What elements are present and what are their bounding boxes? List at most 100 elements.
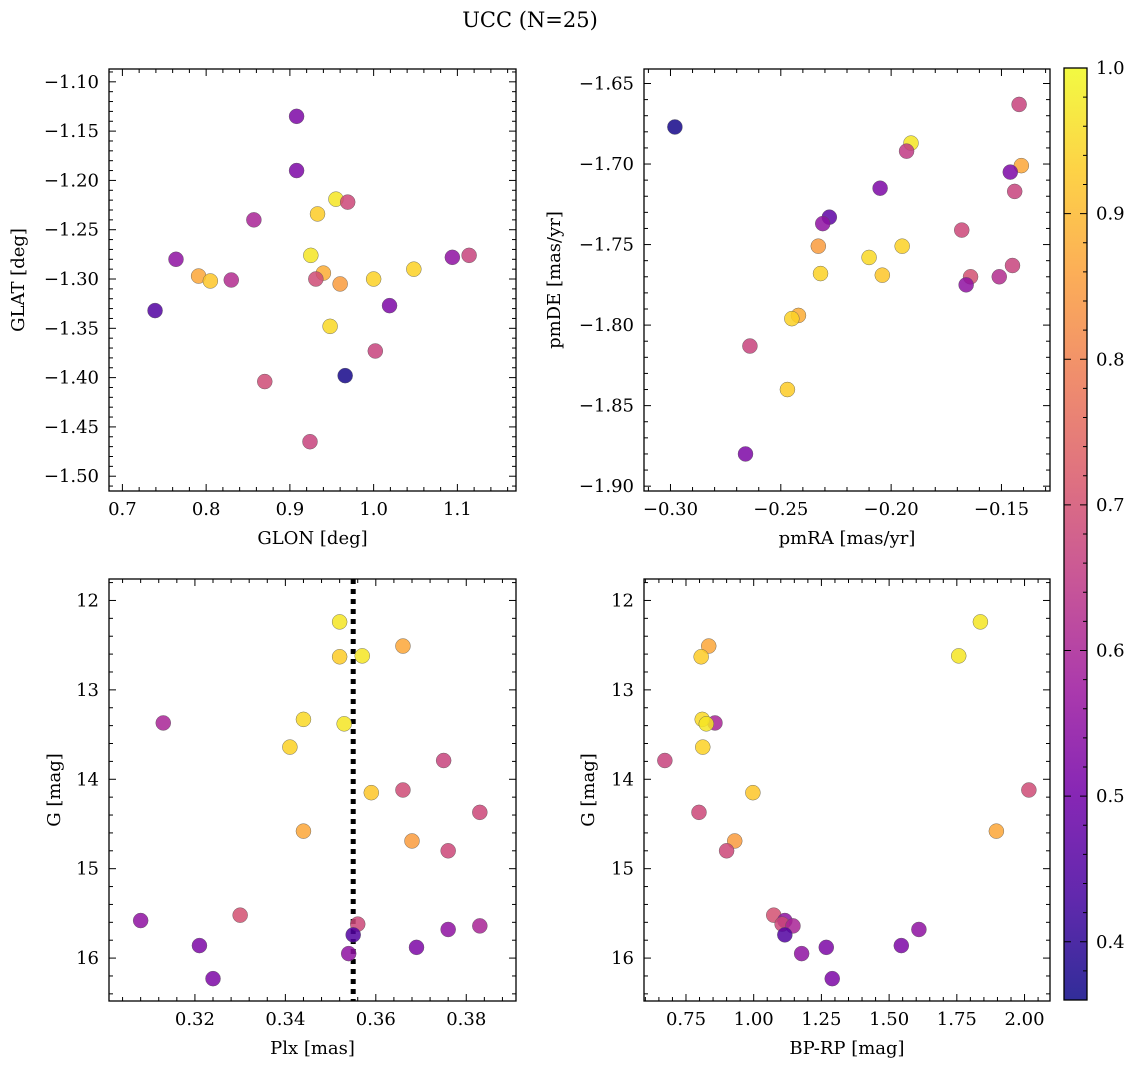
plot-frame: [643, 578, 1051, 1002]
y-tick-label: 16: [76, 948, 99, 969]
scatter-point: [815, 215, 831, 232]
scatter-point: [461, 247, 477, 264]
plot-frame: [108, 578, 517, 1002]
scatter-point: [737, 446, 754, 462]
y-tick-label: −1.50: [44, 466, 99, 487]
scatter-point: [657, 752, 673, 769]
y-tick-label: −1.65: [579, 73, 634, 94]
scatter-point: [745, 784, 761, 801]
scatter-point: [894, 238, 910, 254]
y-tick-label: −1.35: [44, 318, 99, 339]
colorbar-frame: [1063, 67, 1088, 1001]
scatter-point: [223, 272, 239, 288]
y-tick-label: −1.25: [44, 220, 99, 241]
scatter-point: [332, 276, 348, 292]
scatter-point: [667, 119, 683, 135]
panel-4: 0.75 1.00 1.25 1.50 1.75 2.00 12 13 14 15 16 BP-RP …: [578, 578, 1051, 1059]
x-tick-label: 0.7: [108, 499, 137, 520]
scatter-point: [395, 638, 411, 654]
scatter-point: [793, 945, 810, 962]
scatter-points: [147, 108, 477, 450]
y-tick-label: −1.75: [579, 235, 634, 256]
figure-title: UCC (N=25): [462, 8, 598, 32]
scatter-point: [911, 921, 927, 938]
scatter-point: [363, 784, 379, 801]
scatter-point: [337, 367, 353, 384]
x-tick-label: 0.34: [265, 1009, 305, 1030]
x-axis-label: Plx [mas]: [270, 1038, 355, 1059]
panel-3: 0.32 0.34 0.36 0.38 12 13 14 15 16 Plx [mas] G [ma…: [44, 578, 517, 1059]
y-tick-label: 15: [76, 859, 99, 880]
x-tick-label: −0.30: [643, 499, 698, 520]
scatter-point: [322, 318, 338, 335]
scatter-point: [345, 927, 361, 943]
scatter-point: [861, 249, 877, 266]
scatter-point: [784, 310, 800, 327]
scatter-point: [742, 338, 758, 354]
scatter-point: [202, 273, 219, 289]
scatter-point: [691, 804, 707, 821]
x-tick-label: 0.36: [356, 1009, 396, 1030]
scatter-point: [331, 614, 348, 630]
y-tick-label: 16: [611, 948, 634, 969]
scatter-point: [777, 927, 793, 943]
scatter-point: [718, 843, 735, 859]
scatter-point: [155, 715, 171, 731]
x-tick-label: −0.25: [753, 499, 808, 520]
scatter-point: [958, 277, 974, 293]
scatter-point: [440, 843, 456, 859]
y-axis-label: GLAT [deg]: [8, 228, 29, 332]
x-tick-label: 0.38: [446, 1009, 486, 1030]
scatter-point: [331, 649, 348, 665]
y-tick-label: 13: [76, 680, 99, 701]
x-tick-label: 1.0: [359, 499, 388, 520]
x-tick-label: 1.75: [937, 1009, 977, 1030]
colorbar-gradient: [1064, 68, 1087, 1000]
scatter-point: [288, 108, 305, 125]
scatter-point: [340, 945, 357, 962]
panel-1: 0.7 0.8 0.9 1.0 1.1 −1.50 −1.45 −1.40 −1.35 −1.30…: [8, 68, 517, 549]
scatter-point: [898, 143, 915, 159]
y-tick-label: 13: [611, 680, 634, 701]
colorbar-tick-label: 0.6: [1096, 641, 1125, 662]
scatter-point: [205, 970, 221, 987]
colorbar-tick-label: 0.7: [1096, 495, 1125, 516]
scatter-point: [309, 206, 326, 222]
colorbar-tick-label: 0.9: [1096, 204, 1125, 225]
scatter-point: [954, 222, 970, 238]
y-tick-label: 15: [611, 859, 634, 880]
scatter-point: [295, 711, 312, 728]
y-tick-label: −1.15: [44, 121, 99, 142]
scatter-point: [695, 739, 711, 755]
scatter-point: [395, 782, 411, 798]
scatter-point: [872, 180, 888, 196]
scatter-point: [951, 648, 967, 664]
plot-frame: [643, 68, 1051, 492]
x-tick-label: 0.8: [192, 499, 221, 520]
scatter-point: [693, 649, 709, 665]
scatter-point: [1011, 96, 1027, 113]
scatter-point: [232, 907, 248, 923]
scatter-point: [824, 970, 840, 987]
scatter-point: [295, 823, 312, 839]
colorbar-tick-label: 0.8: [1096, 349, 1125, 370]
scatter-points: [132, 614, 488, 987]
colorbar: 0.4 0.5 0.6 0.7 0.8 0.9 1.0: [1063, 58, 1125, 1001]
x-axis-label: GLON [deg]: [257, 528, 367, 549]
axis-ticks: [644, 69, 1050, 491]
y-tick-label: −1.30: [44, 269, 99, 290]
scatter-point: [472, 918, 488, 934]
scatter-point: [367, 343, 384, 359]
scatter-point: [406, 261, 422, 277]
scatter-point: [1021, 782, 1037, 798]
scatter-point: [812, 265, 829, 282]
scatter-point: [354, 648, 370, 664]
y-tick-label: −1.70: [579, 154, 634, 175]
x-tick-label: −0.15: [974, 499, 1029, 520]
x-tick-label: 1.50: [869, 1009, 909, 1030]
y-axis-label: G [mag]: [44, 753, 65, 826]
y-tick-label: −1.80: [579, 315, 634, 336]
scatter-point: [336, 716, 352, 732]
y-tick-label: −1.90: [579, 476, 634, 497]
